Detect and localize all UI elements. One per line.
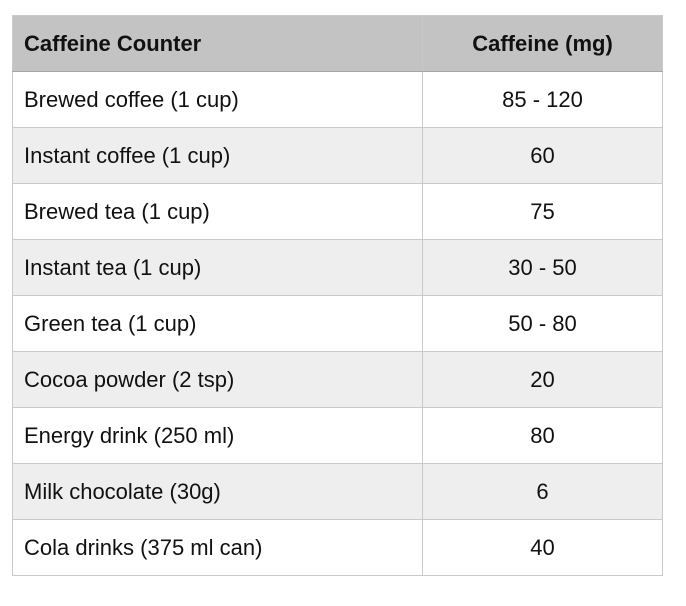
item-name-cell: Cola drinks (375 ml can) [12,519,423,576]
header-caffeine-column: Caffeine (mg) [422,15,663,72]
table-body: Brewed coffee (1 cup) 85 - 120 Instant c… [12,71,663,576]
caffeine-value-cell: 85 - 120 [422,71,663,128]
item-name-cell: Brewed coffee (1 cup) [12,71,423,128]
item-name-cell: Cocoa powder (2 tsp) [12,351,423,408]
item-name-cell: Energy drink (250 ml) [12,407,423,464]
header-item-column: Caffeine Counter [12,15,423,72]
table-row: Instant coffee (1 cup) 60 [12,127,663,184]
caffeine-value-cell: 60 [422,127,663,184]
caffeine-value-cell: 6 [422,463,663,520]
caffeine-table-container: Caffeine Counter Caffeine (mg) Brewed co… [12,15,663,576]
table-row: Green tea (1 cup) 50 - 80 [12,295,663,352]
item-name-cell: Green tea (1 cup) [12,295,423,352]
table-row: Brewed tea (1 cup) 75 [12,183,663,240]
table-row: Brewed coffee (1 cup) 85 - 120 [12,71,663,128]
item-name-cell: Instant tea (1 cup) [12,239,423,296]
caffeine-table: Caffeine Counter Caffeine (mg) Brewed co… [12,15,663,576]
caffeine-value-cell: 40 [422,519,663,576]
item-name-cell: Brewed tea (1 cup) [12,183,423,240]
table-row: Cocoa powder (2 tsp) 20 [12,351,663,408]
caffeine-value-cell: 30 - 50 [422,239,663,296]
caffeine-value-cell: 50 - 80 [422,295,663,352]
header-row: Caffeine Counter Caffeine (mg) [12,15,663,72]
table-row: Instant tea (1 cup) 30 - 50 [12,239,663,296]
item-name-cell: Instant coffee (1 cup) [12,127,423,184]
table-header: Caffeine Counter Caffeine (mg) [12,15,663,72]
caffeine-value-cell: 80 [422,407,663,464]
caffeine-value-cell: 20 [422,351,663,408]
table-row: Milk chocolate (30g) 6 [12,463,663,520]
table-row: Energy drink (250 ml) 80 [12,407,663,464]
item-name-cell: Milk chocolate (30g) [12,463,423,520]
table-row: Cola drinks (375 ml can) 40 [12,519,663,576]
caffeine-value-cell: 75 [422,183,663,240]
